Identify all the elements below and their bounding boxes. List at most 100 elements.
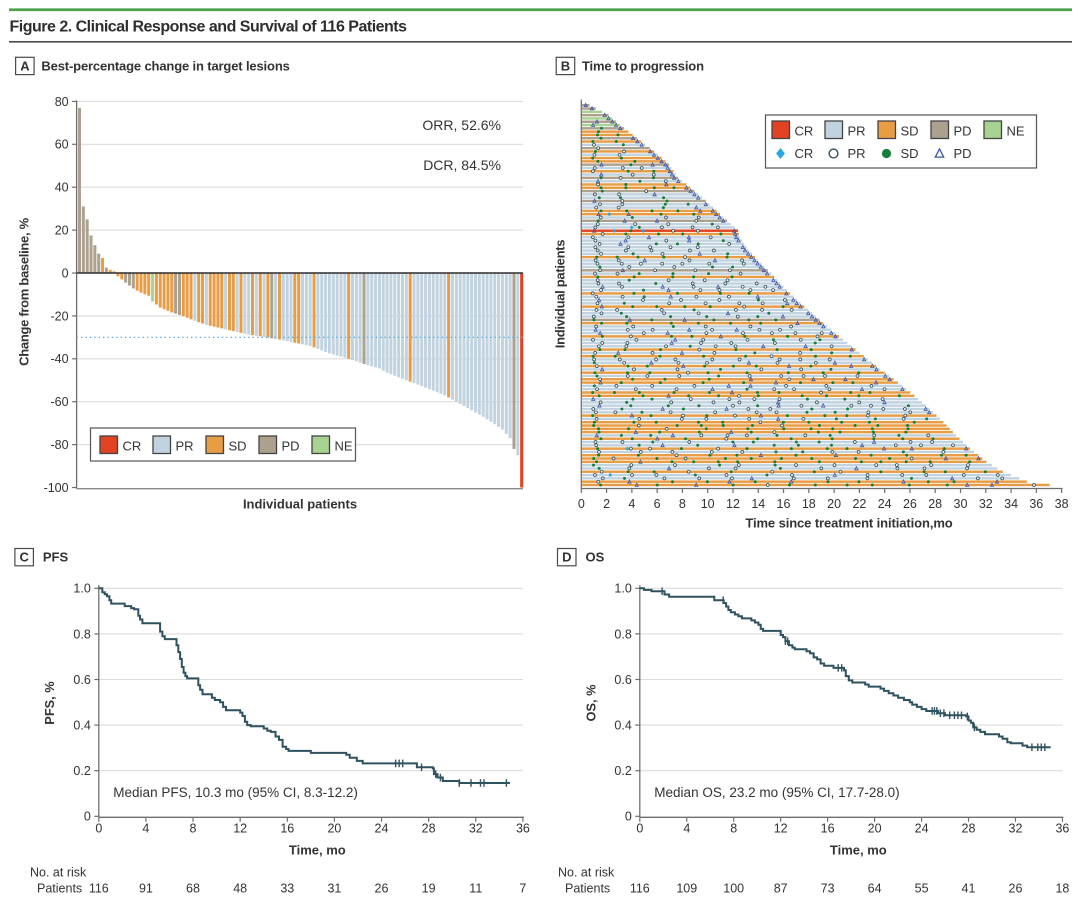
svg-text:0: 0 (62, 266, 69, 280)
svg-text:26: 26 (903, 497, 917, 511)
svg-text:Time to progression: Time to progression (582, 59, 704, 74)
svg-text:20: 20 (868, 822, 882, 836)
svg-text:18: 18 (802, 497, 816, 511)
svg-text:-20: -20 (51, 309, 69, 323)
svg-text:Median OS, 23.2 mo (95% CI, 17: Median OS, 23.2 mo (95% CI, 17.7-28.0) (654, 785, 899, 800)
svg-text:4: 4 (142, 822, 149, 836)
svg-text:80: 80 (55, 95, 69, 109)
svg-text:PD: PD (954, 124, 972, 139)
svg-text:PR: PR (848, 146, 866, 161)
svg-text:PFS: PFS (43, 550, 69, 565)
svg-text:55: 55 (915, 882, 929, 896)
svg-text:33: 33 (280, 882, 294, 896)
svg-text:Median PFS, 10.3 mo (95% CI, 8: Median PFS, 10.3 mo (95% CI, 8.3-12.2) (113, 785, 358, 800)
svg-text:0.2: 0.2 (614, 764, 631, 778)
svg-text:7: 7 (519, 882, 526, 896)
svg-text:PR: PR (848, 124, 866, 139)
svg-text:8: 8 (730, 822, 737, 836)
svg-text:28: 28 (962, 822, 976, 836)
svg-text:Patients: Patients (565, 882, 610, 896)
svg-text:38: 38 (1055, 497, 1069, 511)
svg-text:12: 12 (233, 822, 247, 836)
svg-text:-100: -100 (44, 481, 69, 495)
svg-text:24: 24 (878, 497, 892, 511)
svg-text:11: 11 (469, 882, 482, 896)
svg-text:0.2: 0.2 (73, 764, 90, 778)
svg-text:41: 41 (962, 882, 976, 896)
svg-text:PD: PD (282, 439, 300, 454)
svg-text:73: 73 (821, 882, 835, 896)
svg-text:-80: -80 (51, 438, 69, 452)
svg-text:CR: CR (795, 124, 814, 139)
svg-text:1.0: 1.0 (73, 582, 90, 596)
svg-text:116: 116 (630, 882, 650, 896)
svg-text:24: 24 (915, 822, 929, 836)
svg-text:NE: NE (1007, 124, 1025, 139)
svg-text:14: 14 (751, 497, 765, 511)
svg-text:Time, mo: Time, mo (830, 842, 887, 857)
svg-text:22: 22 (852, 497, 866, 511)
svg-text:-60: -60 (51, 395, 69, 409)
svg-text:48: 48 (233, 882, 247, 896)
svg-text:16: 16 (777, 497, 791, 511)
svg-text:DCR, 84.5%: DCR, 84.5% (423, 157, 501, 173)
svg-text:0: 0 (84, 810, 91, 824)
svg-text:18: 18 (1055, 882, 1069, 896)
svg-text:28: 28 (422, 822, 436, 836)
svg-text:16: 16 (821, 822, 835, 836)
svg-text:0: 0 (95, 822, 102, 836)
svg-text:0: 0 (625, 810, 632, 824)
svg-text:60: 60 (55, 138, 69, 152)
svg-text:64: 64 (868, 882, 882, 896)
svg-text:0.8: 0.8 (73, 627, 90, 641)
svg-text:31: 31 (327, 882, 341, 896)
svg-text:-40: -40 (51, 352, 69, 366)
svg-text:Figure 2. Clinical Response an: Figure 2. Clinical Response and Survival… (10, 19, 408, 36)
svg-text:100: 100 (723, 882, 744, 896)
svg-text:PR: PR (176, 439, 194, 454)
svg-text:40: 40 (55, 181, 69, 195)
svg-text:4: 4 (683, 822, 690, 836)
svg-text:32: 32 (469, 822, 483, 836)
svg-text:0.8: 0.8 (614, 627, 631, 641)
svg-text:SD: SD (901, 146, 919, 161)
svg-text:0.6: 0.6 (73, 673, 90, 687)
svg-text:28: 28 (928, 497, 942, 511)
svg-text:CR: CR (123, 439, 142, 454)
svg-text:C: C (20, 550, 30, 565)
svg-text:36: 36 (1055, 822, 1069, 836)
svg-text:ORR, 52.6%: ORR, 52.6% (422, 117, 501, 133)
svg-text:116: 116 (89, 882, 109, 896)
svg-text:68: 68 (186, 882, 200, 896)
svg-text:No. at risk: No. at risk (558, 866, 615, 880)
svg-text:Individual patients: Individual patients (243, 497, 357, 512)
svg-text:SD: SD (229, 439, 247, 454)
svg-text:PD: PD (954, 146, 972, 161)
svg-text:34: 34 (1004, 497, 1018, 511)
svg-text:26: 26 (375, 882, 389, 896)
svg-text:No. at risk: No. at risk (30, 866, 87, 880)
svg-text:91: 91 (139, 882, 153, 896)
svg-text:NE: NE (335, 439, 353, 454)
svg-text:36: 36 (516, 822, 530, 836)
svg-text:32: 32 (979, 497, 993, 511)
svg-text:12: 12 (774, 822, 788, 836)
svg-text:Individual patients: Individual patients (553, 240, 568, 348)
svg-text:OS, %: OS, % (584, 684, 599, 722)
svg-text:Time, mo: Time, mo (289, 842, 346, 857)
svg-text:B: B (561, 59, 570, 74)
svg-text:0.4: 0.4 (614, 719, 631, 733)
svg-text:4: 4 (628, 497, 635, 511)
svg-text:109: 109 (676, 882, 697, 896)
svg-text:19: 19 (422, 882, 436, 896)
svg-text:A: A (20, 59, 30, 74)
svg-text:0.4: 0.4 (73, 719, 90, 733)
svg-text:8: 8 (679, 497, 686, 511)
svg-text:30: 30 (954, 497, 968, 511)
svg-text:Best-percentage change in targ: Best-percentage change in target lesions (41, 59, 289, 74)
svg-text:SD: SD (901, 124, 919, 139)
svg-text:16: 16 (280, 822, 294, 836)
svg-text:20: 20 (827, 497, 841, 511)
svg-text:20: 20 (55, 224, 69, 238)
svg-text:10: 10 (701, 497, 715, 511)
